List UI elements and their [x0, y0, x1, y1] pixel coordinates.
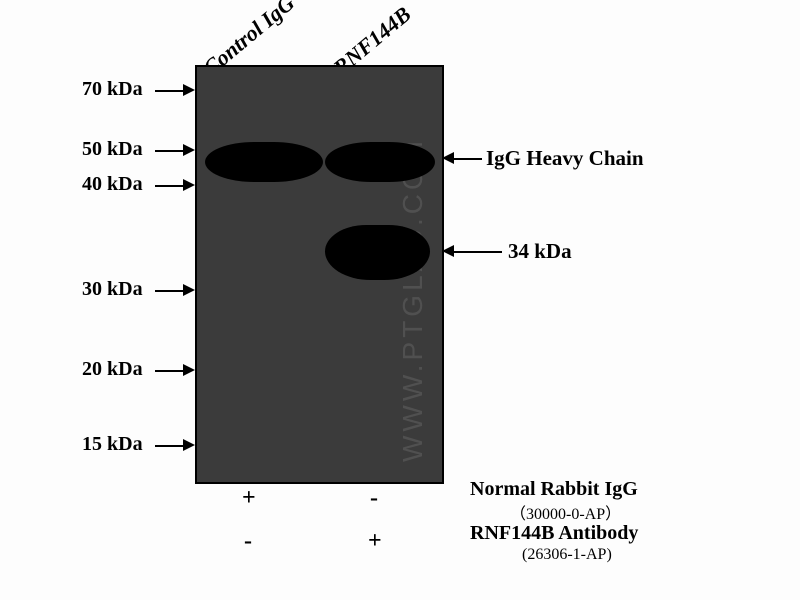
mw-label-30: 30 kDa: [82, 278, 143, 301]
mw-label-20: 20 kDa: [82, 358, 143, 381]
blot-membrane: WWW.PTGLAB.COM: [195, 65, 444, 484]
mw-arrow-30: [155, 290, 183, 292]
figure-container: Control IgG RNF144B WWW.PTGLAB.COM 70 kD…: [0, 0, 800, 600]
band-34kda-rnf144b: [325, 225, 430, 280]
cond1-lane1: +: [242, 485, 256, 512]
right-label-igg: IgG Heavy Chain: [486, 146, 644, 171]
mw-arrowhead-50: [183, 144, 195, 156]
band-igg-control: [205, 142, 323, 182]
cond2-lane2: +: [368, 528, 382, 555]
mw-arrowhead-70: [183, 84, 195, 96]
mw-arrow-15: [155, 445, 183, 447]
mw-arrowhead-15: [183, 439, 195, 451]
cond1-lane2: -: [370, 485, 378, 512]
watermark-text: WWW.PTGLAB.COM: [397, 137, 429, 462]
mw-arrow-40: [155, 185, 183, 187]
right-arrow-igg: [454, 158, 482, 160]
mw-label-70: 70 kDa: [82, 78, 143, 101]
cond2-label: RNF144B Antibody: [470, 522, 638, 545]
mw-arrow-50: [155, 150, 183, 152]
mw-label-15: 15 kDa: [82, 433, 143, 456]
mw-label-50: 50 kDa: [82, 138, 143, 161]
mw-arrow-70: [155, 90, 183, 92]
right-arrowhead-34: [442, 245, 454, 257]
mw-arrowhead-40: [183, 179, 195, 191]
cond1-label: Normal Rabbit IgG: [470, 478, 638, 501]
cond1-sublabel: （30000-0-AP）: [510, 500, 621, 524]
cond2-lane1: -: [244, 528, 252, 555]
cond2-sublabel: (26306-1-AP): [522, 546, 612, 564]
mw-arrow-20: [155, 370, 183, 372]
band-igg-rnf144b: [325, 142, 435, 182]
right-arrowhead-igg: [442, 152, 454, 164]
mw-arrowhead-20: [183, 364, 195, 376]
right-arrow-34: [454, 251, 502, 253]
mw-arrowhead-30: [183, 284, 195, 296]
mw-label-40: 40 kDa: [82, 173, 143, 196]
right-label-34: 34 kDa: [508, 239, 572, 264]
